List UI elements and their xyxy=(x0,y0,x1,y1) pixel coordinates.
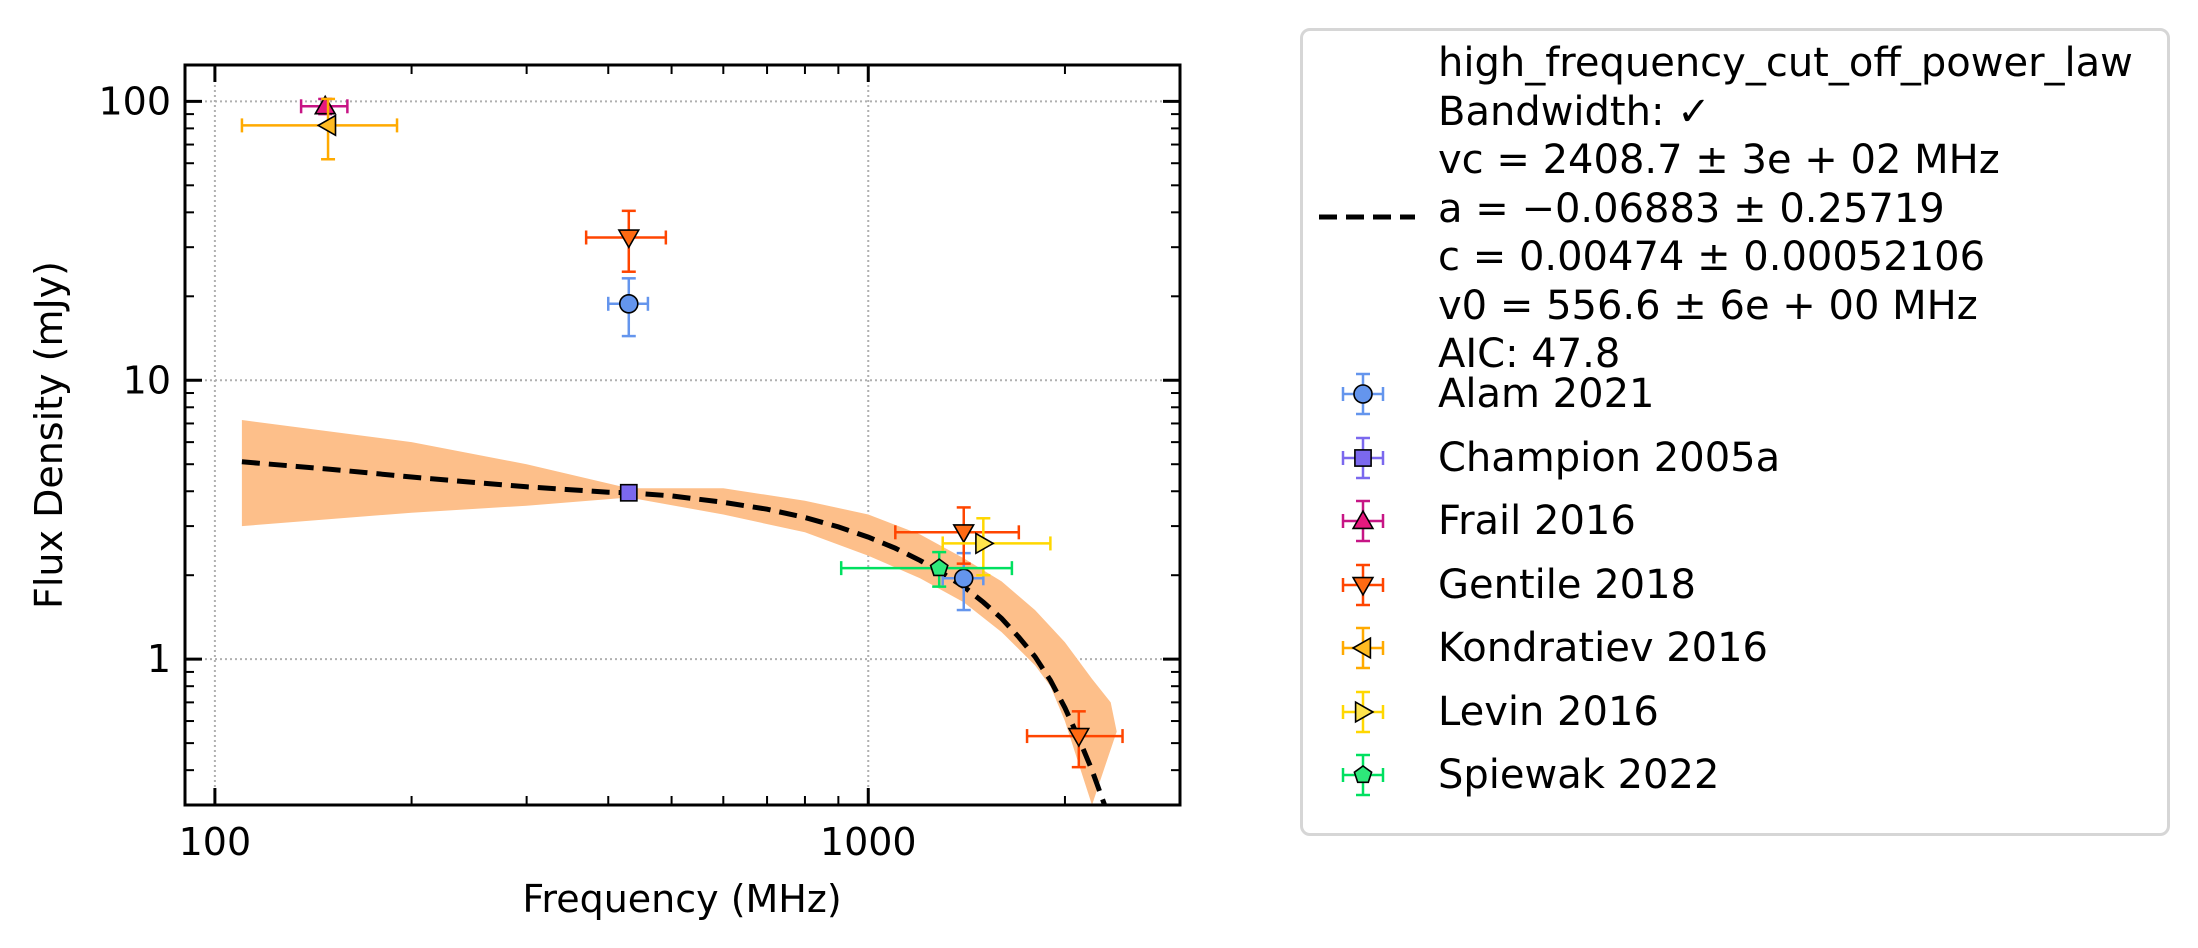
legend-fit-line: c = 0.00474 ± 0.00052106 xyxy=(1438,234,1986,280)
legend-fit-line: Bandwidth: ✓ xyxy=(1438,88,1711,135)
fit-curve-layer xyxy=(241,459,1108,805)
legend-marker-triangle-up xyxy=(1351,509,1375,530)
legend-fit-line: high_frequency_cut_off_power_law xyxy=(1438,40,2133,86)
data-point xyxy=(618,293,639,314)
grid xyxy=(185,65,1180,805)
fit-curve xyxy=(241,459,1108,805)
data-point xyxy=(953,568,974,589)
legend-fit-swatch xyxy=(1319,214,1415,220)
legend-swatch xyxy=(1341,372,1385,416)
legend-swatch xyxy=(1341,436,1385,479)
data-point xyxy=(975,532,995,555)
y-tick-label: 1 xyxy=(147,637,171,681)
legend-swatch xyxy=(1341,626,1385,670)
legend: high_frequency_cut_off_power_law Bandwidt… xyxy=(1300,28,2170,836)
y-tick-label: 100 xyxy=(98,79,171,123)
legend-swatch xyxy=(1341,499,1385,543)
legend-marker-pentagon xyxy=(1353,765,1373,784)
legend-label: Frail 2016 xyxy=(1438,498,1636,544)
legend-fit-text: high_frequency_cut_off_power_law Bandwidt… xyxy=(1438,39,2133,379)
x-axis-label: Frequency (MHz) xyxy=(522,877,841,921)
fit-uncertainty-band xyxy=(241,420,1117,805)
legend-fit-line: v0 = 556.6 ± 6e + 00 MHz xyxy=(1438,282,1978,329)
series-spiewak-2022 xyxy=(839,550,1014,588)
data-point xyxy=(929,558,949,577)
series-levin-2016 xyxy=(941,517,1052,577)
legend-swatch xyxy=(1341,753,1385,797)
legend-marker-triangle-left xyxy=(1351,636,1372,660)
legend-marker-triangle-down xyxy=(1351,576,1375,597)
series-champion-2005a xyxy=(619,483,638,502)
legend-marker-triangle-right xyxy=(1354,700,1375,723)
y-axis-label: Flux Density (mJy) xyxy=(27,261,71,609)
legend-swatch xyxy=(1341,690,1385,733)
data-point xyxy=(619,483,638,502)
legend-label: Champion 2005a xyxy=(1438,434,1781,481)
data-points xyxy=(240,94,1124,769)
data-point xyxy=(952,524,975,544)
legend-label: Alam 2021 xyxy=(1438,371,1655,417)
data-point xyxy=(316,114,337,137)
x-tick-label: 1000 xyxy=(820,820,917,864)
data-point xyxy=(617,229,641,250)
data-point xyxy=(313,94,337,115)
fit-band xyxy=(241,420,1117,805)
plot-frame xyxy=(183,63,1182,807)
data-point xyxy=(1067,727,1091,748)
series-kondratiev-2016 xyxy=(240,97,399,161)
legend-fit-line: vc = 2408.7 ± 3e + 02 MHz xyxy=(1438,137,2000,183)
x-tick-label: 100 xyxy=(179,820,252,864)
legend-label: Gentile 2018 xyxy=(1438,561,1696,608)
legend-label: Spiewak 2022 xyxy=(1438,752,1720,798)
legend-marker-circle xyxy=(1353,384,1373,404)
legend-fit-line: AIC: 47.8 xyxy=(1438,331,1621,377)
legend-label: Kondratiev 2016 xyxy=(1438,625,1768,671)
legend-fit-line: a = −0.06883 ± 0.25719 xyxy=(1438,185,1945,232)
series-gentile-2018 xyxy=(584,209,1124,769)
legend-marker-square xyxy=(1354,448,1372,467)
legend-label: Levin 2016 xyxy=(1438,688,1659,735)
legend-swatch xyxy=(1341,563,1385,606)
y-tick-label: 10 xyxy=(123,358,171,402)
axis-ticks: 100 1000 1 10 100 xyxy=(98,65,1180,864)
